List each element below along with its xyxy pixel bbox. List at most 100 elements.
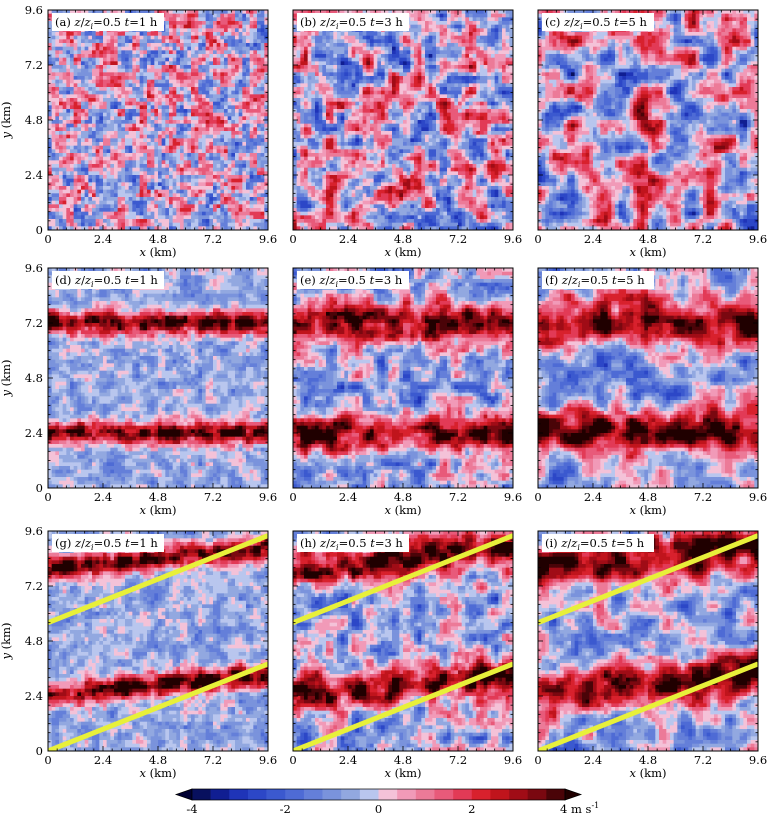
- field-cell: [59, 68, 64, 73]
- field-cell: [304, 131, 309, 136]
- field-cell: [73, 116, 78, 121]
- field-cell: [77, 98, 82, 103]
- field-cell: [114, 226, 119, 230]
- field-cell: [191, 167, 196, 172]
- field-cell: [172, 153, 177, 158]
- field-cell: [158, 142, 163, 147]
- field-cell: [77, 145, 82, 150]
- field-cell: [73, 197, 78, 202]
- field-cell: [55, 72, 60, 77]
- field-cell: [300, 43, 305, 48]
- field-cell: [154, 57, 159, 62]
- field-cell: [84, 50, 89, 55]
- field-cell: [359, 156, 364, 161]
- field-cell: [183, 167, 188, 172]
- field-cell: [205, 54, 210, 59]
- field-cell: [340, 72, 345, 77]
- field-cell: [194, 43, 199, 48]
- field-cell: [147, 87, 152, 92]
- field-cell: [84, 120, 89, 125]
- field-cell: [183, 200, 188, 205]
- field-cell: [183, 211, 188, 216]
- field-cell: [351, 68, 356, 73]
- field-cell: [183, 90, 188, 95]
- field-cell: [106, 175, 111, 180]
- field-cell: [253, 131, 258, 136]
- field-cell: [249, 72, 254, 77]
- field-cell: [359, 109, 364, 114]
- field-cell: [257, 98, 262, 103]
- field-cell: [183, 193, 188, 198]
- field-cell: [209, 178, 214, 183]
- field-cell: [114, 87, 119, 92]
- field-cell: [73, 189, 78, 194]
- field-cell: [191, 87, 196, 92]
- field-cell: [136, 83, 141, 88]
- field-cell: [88, 197, 93, 202]
- field-cell: [172, 215, 177, 220]
- field-cell: [293, 197, 298, 202]
- field-cell: [143, 54, 148, 59]
- field-cell: [132, 204, 137, 209]
- field-cell: [213, 156, 218, 161]
- field-cell: [183, 87, 188, 92]
- field-cell: [333, 94, 338, 99]
- field-cell: [139, 87, 144, 92]
- field-cell: [257, 200, 262, 205]
- field-cell: [315, 98, 320, 103]
- field-cell: [95, 215, 100, 220]
- field-cell: [158, 112, 163, 117]
- field-cell: [209, 182, 214, 187]
- field-cell: [366, 112, 371, 117]
- field-cell: [257, 116, 262, 121]
- field-cell: [202, 46, 207, 51]
- field-cell: [315, 35, 320, 40]
- field-cell: [351, 94, 356, 99]
- field-cell: [260, 105, 265, 110]
- field-cell: [340, 32, 345, 37]
- field-cell: [344, 156, 349, 161]
- field-cell: [125, 208, 130, 213]
- field-cell: [147, 123, 152, 128]
- field-cell: [235, 24, 240, 29]
- field-cell: [326, 142, 331, 147]
- field-cell: [326, 123, 331, 128]
- field-cell: [351, 127, 356, 132]
- x-axis-label: x (km): [139, 245, 176, 259]
- field-cell: [77, 193, 82, 198]
- field-cell: [106, 87, 111, 92]
- field-cell: [165, 211, 170, 216]
- field-cell: [62, 10, 67, 15]
- field-cell: [125, 134, 130, 139]
- field-cell: [198, 171, 203, 176]
- field-cell: [340, 226, 345, 230]
- field-cell: [147, 131, 152, 136]
- field-cell: [311, 182, 316, 187]
- field-cell: [366, 76, 371, 81]
- field-cell: [257, 215, 262, 220]
- field-cell: [296, 171, 301, 176]
- field-cell: [194, 211, 199, 216]
- field-cell: [213, 149, 218, 154]
- field-cell: [242, 68, 247, 73]
- field-cell: [194, 164, 199, 169]
- field-cell: [326, 109, 331, 114]
- field-cell: [139, 131, 144, 136]
- field-cell: [143, 68, 148, 73]
- field-cell: [257, 39, 262, 44]
- field-cell: [315, 94, 320, 99]
- field-cell: [198, 87, 203, 92]
- field-cell: [213, 116, 218, 121]
- field-cell: [70, 101, 75, 106]
- field-cell: [359, 101, 364, 106]
- field-cell: [300, 189, 305, 194]
- field-cell: [158, 200, 163, 205]
- field-cell: [333, 83, 338, 88]
- field-cell: [95, 142, 100, 147]
- field-cell: [117, 120, 122, 125]
- field-cell: [125, 153, 130, 158]
- field-cell: [77, 35, 82, 40]
- field-cell: [66, 112, 71, 117]
- field-cell: [311, 123, 316, 128]
- field-cell: [326, 90, 331, 95]
